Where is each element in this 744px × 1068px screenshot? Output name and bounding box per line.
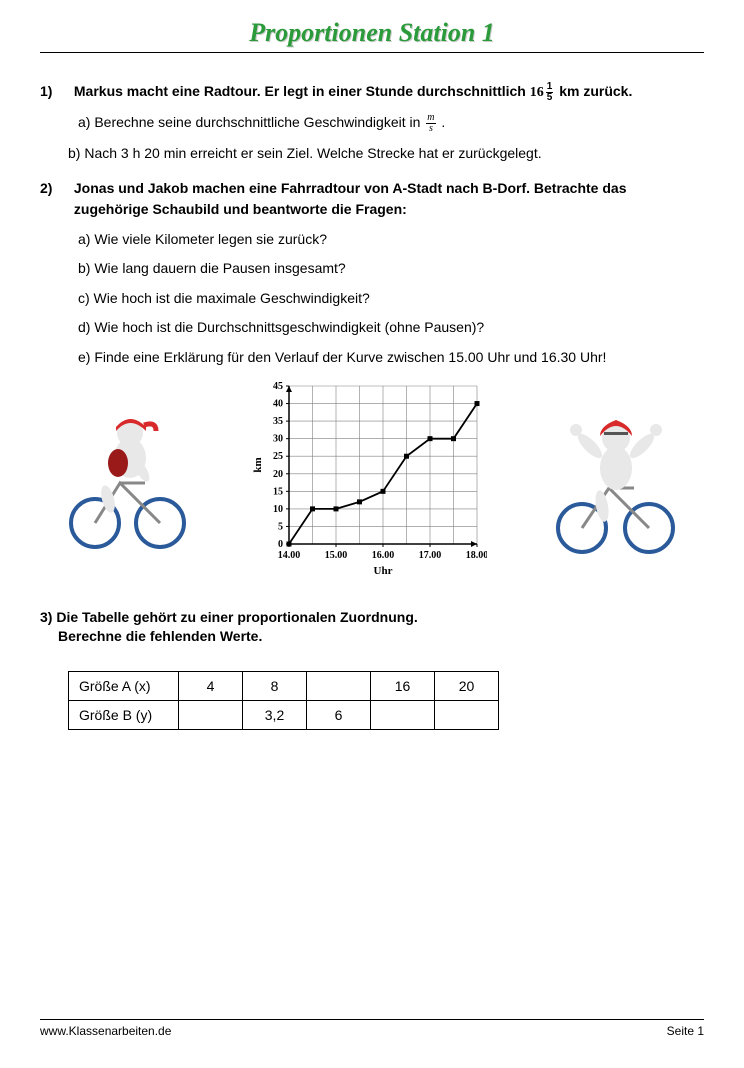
q1a-post: . xyxy=(438,114,446,130)
q1-text-a: Markus macht eine Radtour. Er legt in ei… xyxy=(74,83,530,99)
cell: 20 xyxy=(435,671,499,700)
table-row: Größe B (y) 3,2 6 xyxy=(69,700,499,729)
q1a-unit: ms xyxy=(426,113,435,134)
row1-header: Größe A (x) xyxy=(69,671,179,700)
q1-number: 1) xyxy=(40,81,70,102)
svg-text:14.00: 14.00 xyxy=(278,550,301,561)
svg-text:10: 10 xyxy=(273,503,283,514)
q2-sub-c: c) Wie hoch ist die maximale Geschwindig… xyxy=(78,289,704,309)
q2-sub-b: b) Wie lang dauern die Pausen insgesamt? xyxy=(78,259,704,279)
q1a-pre: a) Berechne seine durchschnittliche Gesc… xyxy=(78,114,424,130)
q1-text-b: km zurück. xyxy=(555,83,632,99)
km-time-chart: 0 5 10 15 20 25 30 35 40 45 14.00 15.00 16.00 17.00 18… xyxy=(247,378,487,578)
svg-text:Uhr: Uhr xyxy=(374,565,393,577)
cell xyxy=(307,671,371,700)
svg-text:25: 25 xyxy=(273,451,283,462)
footer-url: www.Klassenarbeiten.de xyxy=(40,1024,171,1038)
cyclist-left-icon xyxy=(60,403,190,553)
svg-text:15.00: 15.00 xyxy=(325,550,348,561)
question-3: 3) Die Tabelle gehört zu einer proportio… xyxy=(40,608,704,647)
cell xyxy=(435,700,499,729)
q1-sub-a: a) Berechne seine durchschnittliche Gesc… xyxy=(78,113,704,134)
svg-text:0: 0 xyxy=(278,539,283,550)
svg-text:30: 30 xyxy=(273,433,283,444)
proportional-table: Größe A (x) 4 8 16 20 Größe B (y) 3,2 6 xyxy=(68,671,499,730)
footer: www.Klassenarbeiten.de Seite 1 xyxy=(40,1019,704,1038)
cell: 8 xyxy=(243,671,307,700)
q2-text: Jonas und Jakob machen eine Fahrradtour … xyxy=(74,178,684,220)
svg-text:5: 5 xyxy=(278,521,283,532)
q1a-unit-d: s xyxy=(426,124,435,134)
svg-text:45: 45 xyxy=(273,381,283,392)
svg-text:20: 20 xyxy=(273,468,283,479)
svg-text:18.00: 18.00 xyxy=(466,550,487,561)
cyclist-right-icon xyxy=(544,398,684,558)
q2-sub-a: a) Wie viele Kilometer legen sie zurück? xyxy=(78,230,704,250)
q2-sub-e: e) Finde eine Erklärung für den Verlauf … xyxy=(78,348,704,368)
svg-text:15: 15 xyxy=(273,486,283,497)
question-2: 2) Jonas und Jakob machen eine Fahrradto… xyxy=(40,178,704,220)
cell xyxy=(179,700,243,729)
cell xyxy=(371,700,435,729)
title-rule xyxy=(40,52,704,53)
q3-line1: 3) Die Tabelle gehört zu einer proportio… xyxy=(40,609,418,625)
q3-line2: Berechne die fehlenden Werte. xyxy=(58,628,262,644)
svg-text:17.00: 17.00 xyxy=(419,550,442,561)
svg-text:km: km xyxy=(252,457,264,472)
q2-sub-d: d) Wie hoch ist die Durchschnittsgeschwi… xyxy=(78,318,704,338)
q1-sub-b: b) Nach 3 h 20 min erreicht er sein Ziel… xyxy=(68,144,704,164)
page-title: Proportionen Station 1 xyxy=(40,18,704,48)
q1-fraction: 15 xyxy=(546,82,554,103)
row2-header: Größe B (y) xyxy=(69,700,179,729)
cell: 16 xyxy=(371,671,435,700)
cell: 6 xyxy=(307,700,371,729)
svg-text:35: 35 xyxy=(273,416,283,427)
q1-mixed-whole: 16 xyxy=(530,85,544,100)
q1-text: Markus macht eine Radtour. Er legt in ei… xyxy=(74,81,684,103)
question-1: 1) Markus macht eine Radtour. Er legt in… xyxy=(40,81,704,103)
footer-page: Seite 1 xyxy=(667,1024,704,1038)
svg-text:40: 40 xyxy=(273,398,283,409)
q1-frac-den: 5 xyxy=(546,93,554,103)
cell: 4 xyxy=(179,671,243,700)
figure-row: 0 5 10 15 20 25 30 35 40 45 14.00 15.00 16.00 17.00 18… xyxy=(40,378,704,578)
table-row: Größe A (x) 4 8 16 20 xyxy=(69,671,499,700)
cell: 3,2 xyxy=(243,700,307,729)
q2-number: 2) xyxy=(40,178,70,199)
svg-text:16.00: 16.00 xyxy=(372,550,395,561)
